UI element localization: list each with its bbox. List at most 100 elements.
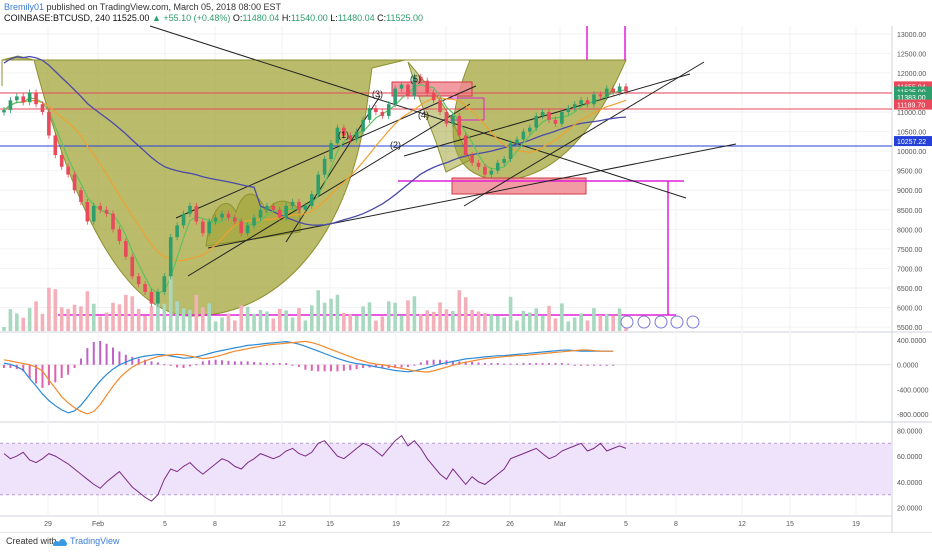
support-box[interactable] [451, 177, 587, 195]
candle [290, 201, 295, 206]
rsi-tick-label: 80.0000 [897, 428, 922, 435]
time-tick-label: 19 [392, 521, 400, 528]
volume-bar [265, 311, 269, 331]
volume-bar [560, 303, 564, 331]
candle [181, 213, 186, 226]
rsi-band [0, 443, 892, 495]
macd-hist-bar [432, 359, 435, 365]
macd-hist-bar [336, 364, 339, 372]
macd-hist-bar [592, 364, 595, 366]
candle [162, 276, 167, 292]
candle [252, 217, 256, 226]
close-value: 11525.00 [386, 13, 423, 23]
macd-hist-bar [297, 364, 300, 367]
candle [111, 213, 115, 230]
trendline-channel-top[interactable] [175, 85, 477, 219]
macd-hist-bar [79, 358, 82, 365]
time-tick-label: 5 [624, 521, 628, 528]
candle [233, 217, 237, 222]
trendline-rising-1[interactable] [463, 61, 705, 207]
candle [412, 76, 417, 97]
macd-hist-bar [426, 360, 429, 365]
macd-hist-bar [278, 363, 281, 365]
event-icon[interactable] [620, 315, 634, 329]
candle [560, 112, 564, 124]
candle [130, 256, 135, 277]
trendline-channel-bottom[interactable] [187, 103, 471, 277]
candle [406, 84, 410, 97]
volume-bar [98, 316, 102, 331]
candle [495, 162, 500, 171]
event-icon[interactable] [686, 315, 700, 329]
macd-hist-bar [612, 364, 615, 366]
volume-bar [284, 310, 288, 331]
volume-bar [252, 313, 256, 331]
tradingview-logo-icon[interactable] [52, 535, 68, 553]
candle [72, 174, 77, 191]
macd-line [3, 340, 614, 414]
volume-bar [220, 317, 224, 331]
volume-bar [8, 309, 13, 331]
volume-bar [245, 306, 250, 331]
candle [104, 209, 109, 214]
volume-bar [329, 298, 333, 331]
volume-bar [297, 307, 301, 331]
candle [419, 76, 423, 81]
trendline-support[interactable] [207, 143, 737, 249]
volume-bar [489, 314, 494, 331]
volume-bar [322, 302, 327, 331]
price-tick-label: 8500.00 [897, 208, 922, 215]
candle [354, 131, 359, 140]
volume-bar [354, 315, 359, 331]
volume-bar [233, 320, 237, 331]
time-tick-label: 12 [278, 521, 286, 528]
macd-hist-bar [541, 363, 544, 365]
macd-hist-bar [317, 364, 320, 372]
cup-pattern-shape[interactable] [1, 55, 627, 317]
macd-hist-bar [464, 361, 467, 365]
volume-bar [136, 308, 141, 331]
candle [431, 92, 436, 101]
tradingview-brand[interactable]: TradingView [70, 536, 120, 546]
volume-bar [540, 315, 545, 331]
macd-hist-bar [528, 363, 531, 365]
candle [399, 84, 404, 89]
macd-hist-bar [137, 358, 140, 365]
close-label: C: [377, 13, 387, 23]
trendline-rising-2[interactable] [403, 73, 691, 157]
candle [547, 112, 551, 120]
volume-bar [194, 294, 199, 331]
candle [617, 86, 622, 93]
candle [540, 112, 545, 116]
candle [79, 190, 83, 202]
event-icon[interactable] [654, 315, 668, 329]
last-price: 11525.00 [112, 13, 150, 23]
volume-bar [374, 320, 378, 331]
volume-bar [566, 321, 571, 331]
candle [380, 112, 385, 116]
macd-hist-bar [362, 364, 365, 369]
price-axis [892, 26, 932, 532]
author-link[interactable]: Bremily01 [4, 2, 45, 12]
price-tag [894, 92, 932, 103]
event-icons[interactable] [620, 315, 700, 329]
ma-200-line [3, 55, 627, 226]
candle [265, 205, 269, 210]
macd-hist-bar [535, 363, 538, 365]
macd-hist-bar [221, 360, 224, 365]
rsi-tick-label: 20.0000 [897, 506, 922, 513]
macd-hist-bar [246, 361, 249, 365]
volume-bar [425, 310, 430, 331]
event-icon[interactable] [637, 315, 651, 329]
volume-bar [342, 312, 346, 331]
candle [502, 158, 506, 163]
volume-bar [444, 309, 449, 331]
volume-bar [162, 303, 167, 331]
candle [66, 166, 70, 175]
price-tag-label: 10257.22 [897, 139, 926, 146]
candle [476, 162, 481, 167]
event-icon[interactable] [670, 315, 684, 329]
rsi-tick-label: 60.0000 [897, 454, 922, 461]
volume-bar [451, 310, 455, 331]
